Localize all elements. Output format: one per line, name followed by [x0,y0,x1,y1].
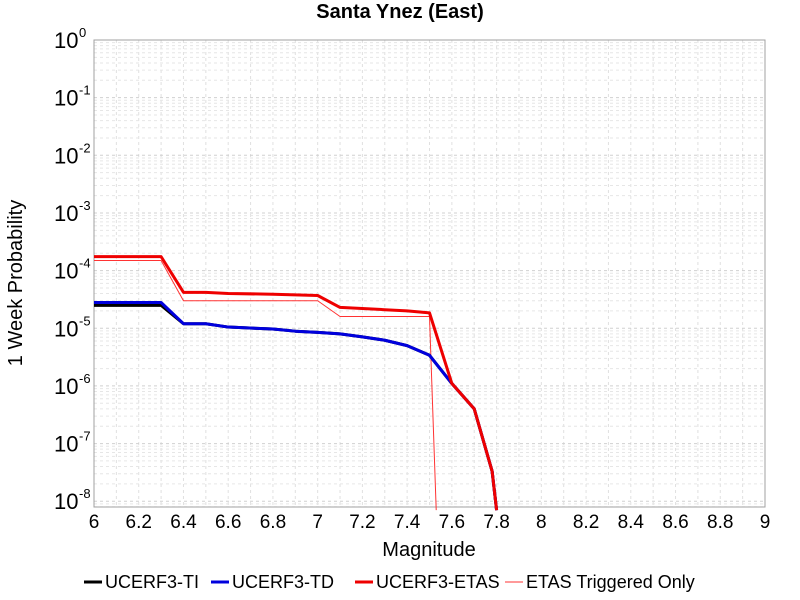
x-axis-label: Magnitude [382,539,475,561]
y-tick-exponent: -8 [79,486,91,501]
y-tick-label: 10 [54,489,78,514]
x-tick-label: 6 [89,512,100,533]
x-tick-label: 8.6 [662,512,688,533]
x-tick-label: 8.8 [707,512,733,533]
series-line-ucerf3-etas [94,255,499,511]
y-tick-label: 10 [54,316,78,341]
y-tick-exponent: -4 [79,256,91,271]
x-tick-label: 6.2 [126,512,152,533]
x-tick-label: 7 [312,512,323,533]
series-layer [94,255,499,511]
y-tick-label: 10 [54,374,78,399]
x-tick-label: 7.8 [483,512,509,533]
legend-label-ucerf3-etas: UCERF3-ETAS [376,572,500,592]
x-tick-label: 6.8 [260,512,286,533]
y-tick-label: 10 [54,143,78,168]
x-tick-label: 7.4 [394,512,421,533]
legend-label-etas-triggered-only: ETAS Triggered Only [526,572,695,592]
chart-title: Santa Ynez (East) [316,1,483,23]
x-tick-label: 6.4 [170,512,197,533]
y-tick-exponent: -6 [79,371,91,386]
y-tick-exponent: -1 [79,83,91,98]
x-tick-label: 6.6 [215,512,241,533]
grid [93,39,766,508]
x-tick-label: 7.2 [349,512,375,533]
x-axis-ticks: 6 6.2 6.4 6.6 6.8 7 7.2 7.4 7.6 7.8 8 8.2 8.4 8.6 8.8 9 [89,512,771,533]
legend-label-ucerf3-ti: UCERF3-TI [105,572,199,592]
y-tick-label: 10 [54,201,78,226]
x-tick-label: 9 [760,512,771,533]
y-tick-exponent: -7 [79,429,91,444]
x-tick-label: 7.6 [439,512,465,533]
y-tick-label: 10 [54,432,78,457]
x-tick-label: 8 [536,512,547,533]
y-tick-exponent: 0 [79,25,86,40]
plot-frame [93,39,766,508]
y-tick-exponent: -5 [79,313,91,328]
y-tick-label: 10 [54,86,78,111]
legend: UCERF3-TI UCERF3-TD UCERF3-ETAS ETAS Trigge… [84,572,695,592]
y-tick-exponent: -3 [79,198,91,213]
y-axis-label: 1 Week Probability [5,200,27,366]
legend-label-ucerf3-td: UCERF3-TD [232,572,334,592]
x-tick-label: 8.2 [573,512,599,533]
x-tick-label: 8.4 [618,512,645,533]
y-tick-exponent: -2 [79,140,91,155]
y-tick-label: 10 [54,259,78,284]
y-tick-label: 10 [54,28,78,53]
